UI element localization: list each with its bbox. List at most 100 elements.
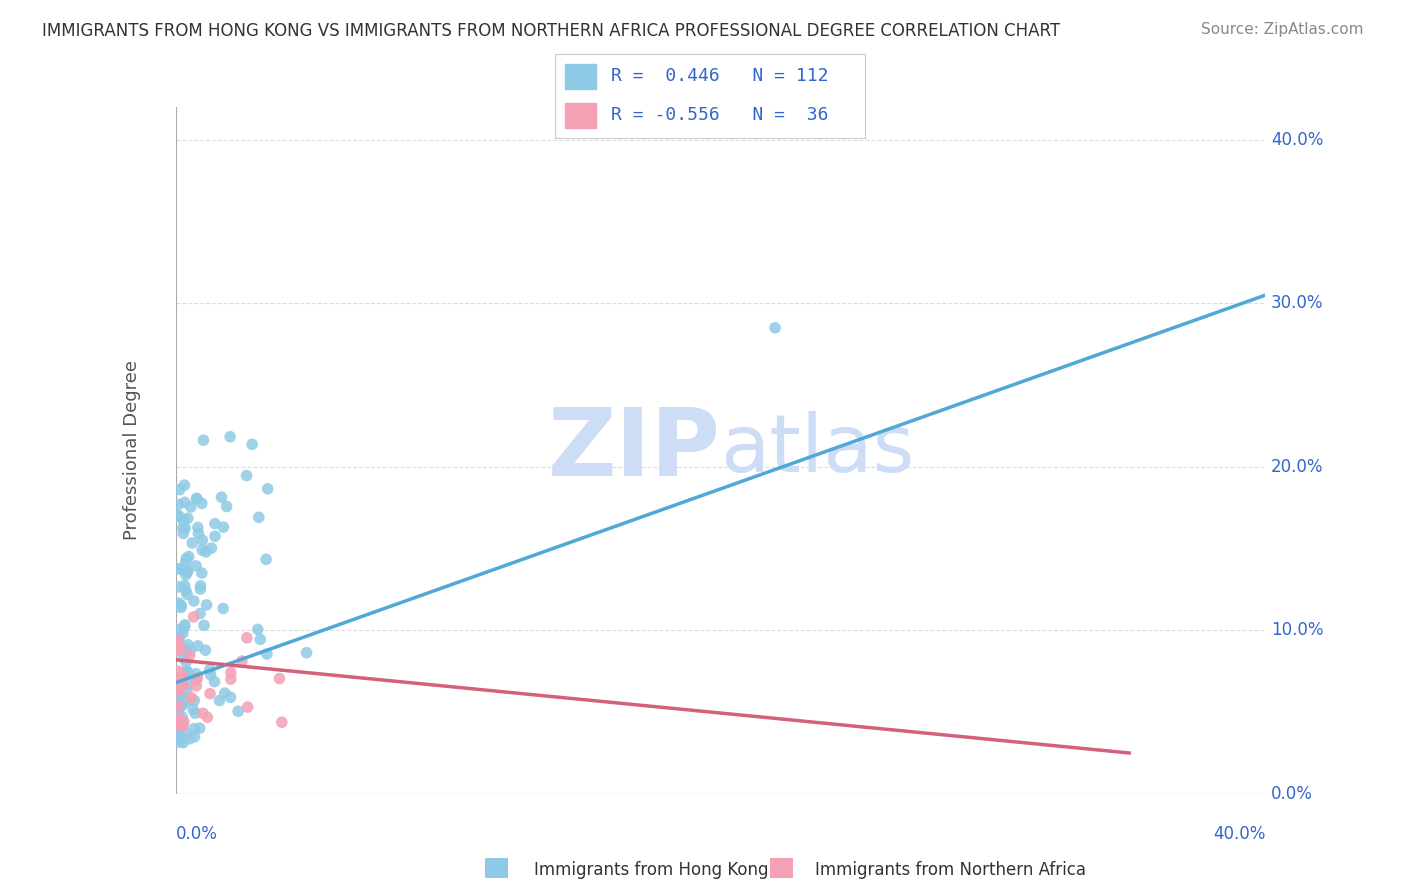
Point [177, 677, 200, 691]
Point [170, 679, 193, 693]
Point [167, 508, 190, 523]
Point [177, 638, 200, 652]
Point [193, 618, 215, 632]
Point [167, 633, 190, 648]
Point [170, 698, 193, 713]
Point [167, 699, 190, 714]
Point [183, 594, 205, 608]
Text: Immigrants from Hong Kong: Immigrants from Hong Kong [534, 861, 769, 879]
Text: 20.0%: 20.0% [1271, 458, 1323, 475]
Bar [565, 103, 596, 128]
Point [172, 651, 194, 665]
Point [179, 731, 201, 746]
Point [174, 521, 197, 535]
Point [170, 600, 193, 615]
Point [247, 510, 270, 524]
Point [176, 587, 198, 601]
Point [204, 516, 226, 531]
Point [172, 521, 194, 535]
Point [214, 686, 236, 700]
Point [173, 495, 195, 509]
Point [174, 645, 197, 659]
Point [167, 562, 190, 576]
Point [254, 552, 277, 566]
Point [167, 718, 190, 732]
Point [167, 675, 190, 690]
Point [174, 666, 197, 681]
Point [167, 677, 190, 691]
Point [180, 690, 202, 705]
Point [167, 509, 190, 524]
Point [169, 641, 191, 656]
Point [186, 491, 208, 506]
Point [231, 654, 253, 668]
Point [167, 696, 190, 710]
Point [212, 520, 235, 534]
Text: R =  0.446   N = 112: R = 0.446 N = 112 [612, 67, 828, 85]
Point [179, 643, 201, 657]
Text: IMMIGRANTS FROM HONG KONG VS IMMIGRANTS FROM NORTHERN AFRICA PROFESSIONAL DEGREE: IMMIGRANTS FROM HONG KONG VS IMMIGRANTS … [42, 22, 1060, 40]
Point [172, 526, 194, 541]
Point [198, 663, 221, 677]
Text: Immigrants from Northern Africa: Immigrants from Northern Africa [815, 861, 1087, 879]
Point [240, 437, 263, 451]
Point [270, 715, 292, 730]
Point [167, 677, 190, 691]
Point [195, 598, 218, 612]
Point [167, 638, 190, 652]
Point [170, 671, 193, 685]
Point [177, 511, 200, 525]
Point [169, 483, 191, 497]
Point [167, 731, 190, 746]
Point [184, 706, 207, 721]
Text: 30.0%: 30.0% [1271, 294, 1323, 312]
Point [167, 712, 190, 726]
Point [173, 620, 195, 634]
Point [177, 549, 200, 564]
Point [173, 617, 195, 632]
Point [184, 666, 207, 681]
Point [191, 543, 214, 558]
Point [172, 710, 194, 724]
Point [174, 567, 197, 582]
Point [191, 566, 214, 580]
Point [235, 468, 257, 483]
Point [295, 646, 318, 660]
Point [170, 688, 193, 702]
Point [187, 520, 209, 534]
Point [191, 533, 214, 548]
Point [187, 670, 209, 684]
Point [194, 643, 217, 657]
Point [169, 675, 191, 690]
Point [181, 703, 204, 717]
Point [256, 482, 278, 496]
Point [179, 648, 201, 663]
Point [184, 558, 207, 573]
Point [177, 665, 200, 680]
Point [193, 433, 215, 447]
Text: Professional Degree: Professional Degree [124, 360, 141, 541]
Point [190, 579, 212, 593]
Point [211, 490, 233, 504]
Text: 40.0%: 40.0% [1213, 825, 1265, 843]
Bar [565, 63, 596, 89]
Point [212, 601, 235, 615]
Point [174, 695, 197, 709]
Point [219, 665, 242, 680]
Point [176, 664, 198, 678]
Point [187, 639, 209, 653]
Point [173, 714, 195, 729]
Point [219, 672, 242, 686]
Point [173, 578, 195, 592]
Point [194, 545, 217, 559]
Point [172, 626, 194, 640]
Point [167, 596, 190, 610]
Point [236, 631, 259, 645]
Point [188, 607, 211, 621]
Point [170, 641, 193, 656]
Point [195, 710, 218, 724]
Point [269, 672, 291, 686]
Point [172, 719, 194, 733]
Point [176, 683, 198, 698]
Point [167, 580, 190, 594]
